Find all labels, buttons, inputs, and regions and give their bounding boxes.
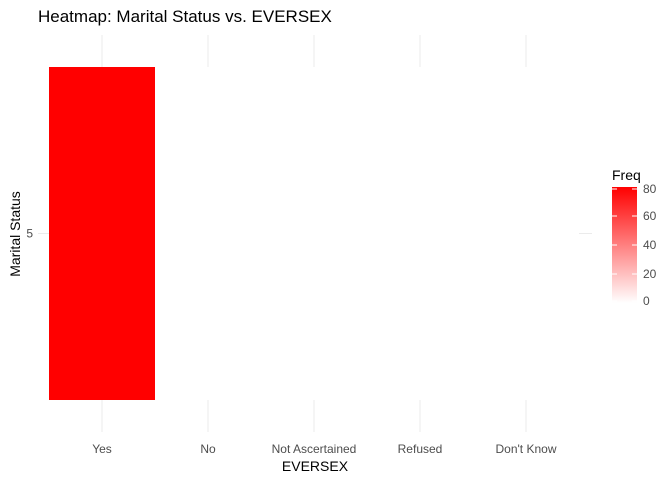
legend-tick-label: 80	[643, 182, 657, 196]
x-tick-label: Don't Know	[496, 442, 557, 456]
x-tick-labels: Yes No Not Ascertained Refused Don't Know	[92, 442, 557, 456]
y-tick-label: 5	[26, 227, 33, 241]
x-tick-label: No	[200, 442, 216, 456]
x-tick-label: Refused	[398, 442, 443, 456]
legend-tick-label: 0	[643, 294, 650, 308]
x-tick-label: Not Ascertained	[272, 442, 357, 456]
chart-title: Heatmap: Marital Status vs. EVERSEX	[38, 7, 332, 26]
heatmap-cell	[49, 67, 155, 400]
y-tick-labels: 5	[26, 227, 33, 241]
heatmap-cell	[261, 67, 367, 400]
legend-title: Freq	[612, 167, 641, 183]
legend-tick-label: 60	[643, 209, 657, 223]
legend: Freq 0 20 40 60 80	[612, 167, 657, 308]
legend-tick-label: 20	[643, 267, 657, 281]
heatmap-cell	[367, 67, 473, 400]
y-axis-title: Marital Status	[7, 191, 23, 277]
x-axis-title: EVERSEX	[282, 458, 349, 474]
heatmap-cell	[473, 67, 579, 400]
legend-tick-label: 40	[643, 238, 657, 252]
heatmap-cells	[49, 67, 579, 400]
x-tick-label: Yes	[92, 442, 112, 456]
heatmap-cell	[155, 67, 261, 400]
